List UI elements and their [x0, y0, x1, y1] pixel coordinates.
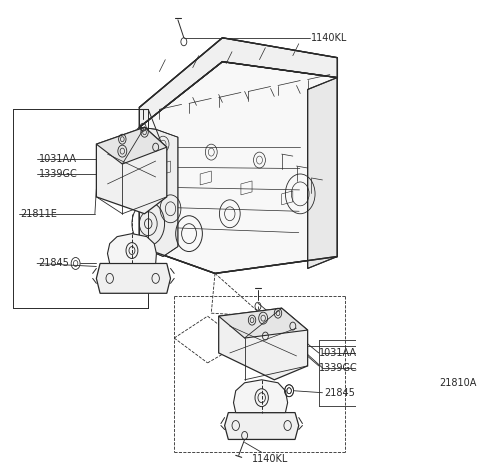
Polygon shape: [225, 412, 299, 439]
Text: 1031AA: 1031AA: [38, 154, 76, 164]
Text: 21845: 21845: [38, 259, 70, 268]
Polygon shape: [139, 127, 178, 257]
Text: 1140KL: 1140KL: [252, 454, 288, 465]
Text: 21845: 21845: [324, 388, 355, 398]
Polygon shape: [96, 264, 170, 293]
Text: 21810A: 21810A: [439, 378, 476, 388]
Polygon shape: [108, 233, 156, 264]
Polygon shape: [308, 78, 337, 268]
Polygon shape: [96, 127, 167, 164]
Text: 21811E: 21811E: [20, 209, 57, 219]
Text: 1140KL: 1140KL: [312, 33, 348, 43]
Polygon shape: [219, 308, 308, 338]
Polygon shape: [233, 380, 288, 412]
Text: 1339GC: 1339GC: [319, 363, 358, 373]
Polygon shape: [139, 62, 337, 273]
Polygon shape: [219, 308, 308, 380]
Polygon shape: [96, 127, 167, 214]
Polygon shape: [139, 38, 337, 127]
Text: 1031AA: 1031AA: [319, 348, 357, 358]
Text: 1339GC: 1339GC: [38, 169, 77, 179]
